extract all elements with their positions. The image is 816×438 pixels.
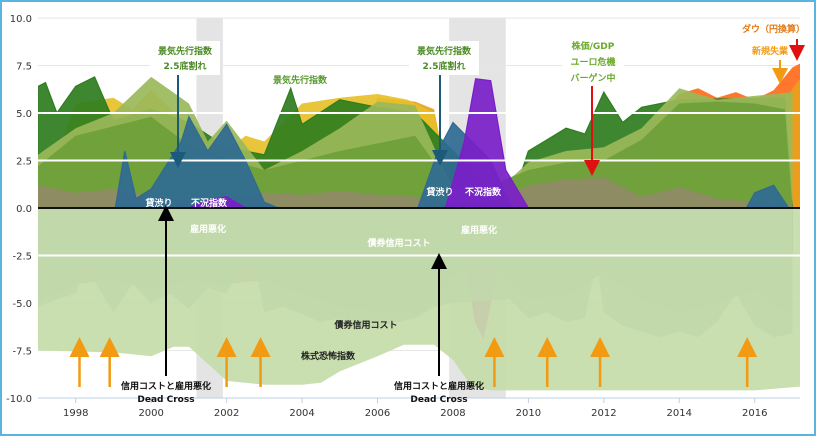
leading-2-label-bg: [409, 41, 479, 75]
x-tick-label: 2014: [667, 408, 692, 419]
y-tick-label: -5.0: [12, 299, 32, 310]
y-tick-label: -10.0: [6, 394, 32, 405]
dead-cross-1-label-line2: Dead Cross: [137, 395, 194, 405]
recession-2-label: 不況指数: [465, 186, 502, 198]
dead-cross-2-label-line2: Dead Cross: [410, 395, 467, 405]
x-tick-label: 2010: [516, 408, 541, 419]
dead-cross-1-label-line1: 信用コストと雇用悪化: [121, 380, 211, 392]
x-tick-label: 2004: [289, 408, 314, 419]
x-tick-label: 2000: [138, 408, 163, 419]
x-tick-label: 2016: [742, 408, 767, 419]
leading-1-label-line2: 2.5底割れ: [164, 60, 207, 72]
dow-label: ダウ（円換算）: [742, 23, 805, 35]
unemployment-label: 新規失業: [752, 45, 789, 57]
stock-gdp-label-line1: 株価/GDP: [572, 40, 615, 52]
y-axis: 10.0 7.5 5.0 2.5 0.0 -2.5 -5.0 -7.5 -10.0: [6, 14, 32, 405]
recession-1-label: 不況指数: [191, 197, 228, 209]
bond-cost-1-label: 債券信用コスト: [366, 237, 430, 249]
bond-cost-2-label: 債券信用コスト: [333, 319, 397, 331]
leading-2-label-line1: 景気先行指数: [417, 45, 472, 57]
x-tick-label: 2006: [365, 408, 390, 419]
x-tick-label: 2012: [591, 408, 616, 419]
y-tick-label: 10.0: [10, 14, 32, 25]
leading-1-label-bg: [150, 41, 220, 75]
y-tick-label: -2.5: [12, 252, 32, 263]
credit-2-label: 貸渋り: [426, 186, 453, 198]
leading-1-label-line1: 景気先行指数: [158, 45, 213, 57]
leading-index-label: 景気先行指数: [273, 74, 328, 86]
credit-1-label: 貸渋り: [145, 197, 172, 209]
stock-gdp-label-line3: バーゲン中: [570, 72, 615, 84]
employment-1-label: 雇用悪化: [190, 223, 226, 235]
y-tick-label: -7.5: [12, 347, 32, 358]
area-tan: [38, 177, 793, 208]
y-tick-label: 0.0: [16, 204, 32, 215]
area-株式恐怖指数: [38, 208, 800, 391]
x-tick-label: 2002: [214, 408, 239, 419]
leading-2-label-line2: 2.5底割れ: [423, 60, 466, 72]
x-axis: 1998 2000 2002 2004 2006 2008 2010 2012 2014 2016: [63, 398, 767, 419]
dead-cross-2-label-line1: 信用コストと雇用悪化: [394, 380, 484, 392]
employment-2-label: 雇用悪化: [461, 224, 497, 236]
y-tick-label: 7.5: [16, 62, 32, 73]
stock-gdp-label-line2: ユーロ危機: [570, 56, 615, 68]
fear-index-label: 株式恐怖指数: [301, 350, 356, 362]
x-tick-label: 2008: [440, 408, 465, 419]
stock-gdp-label-bg: [562, 38, 624, 86]
y-tick-label: 5.0: [16, 109, 32, 120]
area-series: [38, 63, 800, 391]
buy-arrows: [69, 337, 758, 387]
x-tick-label: 1998: [63, 408, 88, 419]
y-tick-label: 2.5: [16, 157, 32, 168]
